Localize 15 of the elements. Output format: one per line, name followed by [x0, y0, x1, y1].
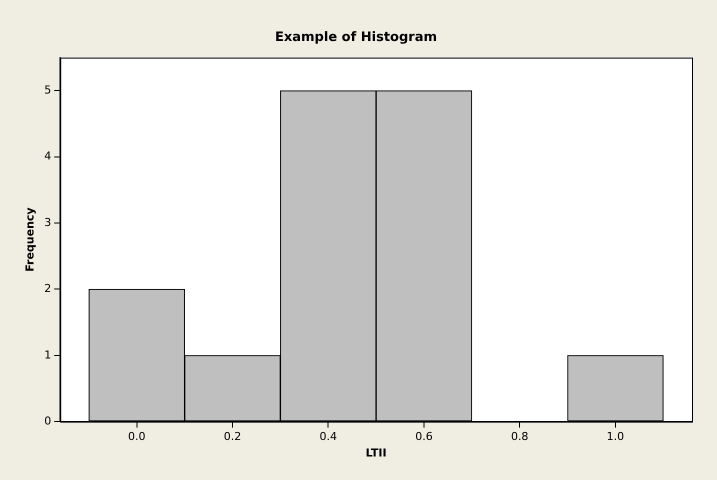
x-tick-label: 0.0 [128, 430, 146, 444]
x-tick-label: 0.6 [415, 430, 433, 444]
y-axis-title: Frequency [23, 207, 36, 272]
y-tick-label: 0 [44, 414, 52, 428]
y-tick-label: 5 [44, 84, 52, 97]
x-axis-title: LTII [366, 446, 387, 460]
chart-title: Example of Histogram [274, 30, 438, 46]
y-tick-label: 4 [44, 150, 52, 163]
x-tick-label: 0.2 [224, 430, 242, 444]
x-tick-label: 1.0 [606, 430, 624, 444]
x-tick-label: 0.8 [510, 430, 528, 444]
x-tick-label: 0.4 [319, 430, 337, 444]
y-tick-label: 3 [44, 216, 52, 229]
y-tick-label: 1 [44, 348, 52, 362]
y-tick-label: 2 [44, 282, 52, 296]
